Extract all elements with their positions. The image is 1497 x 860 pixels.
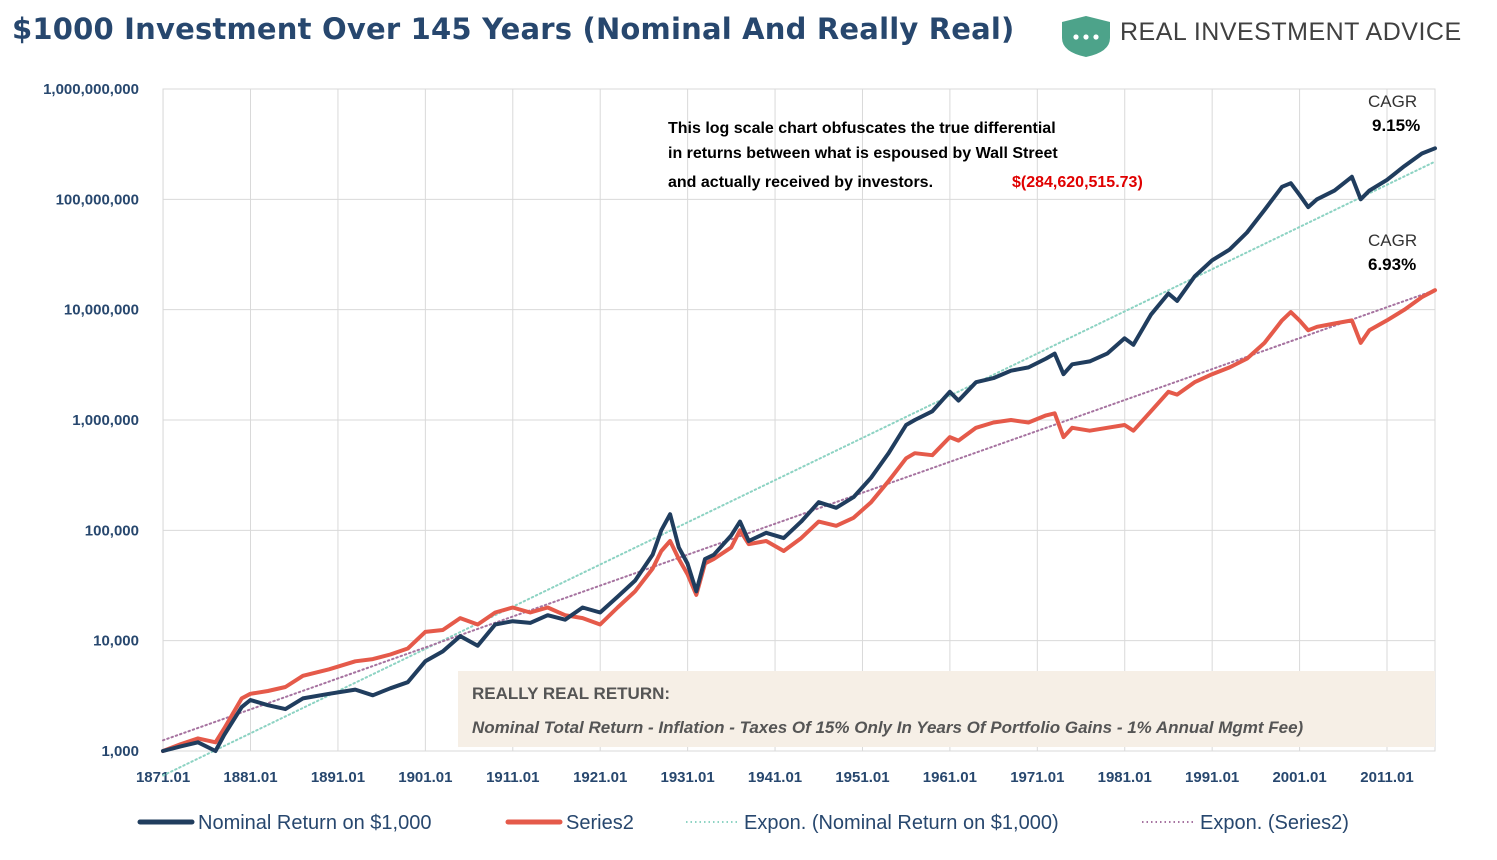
legend-label-expon-nominal: Expon. (Nominal Return on $1,000) bbox=[744, 812, 1059, 834]
y-tick-label: 1,000,000,000 bbox=[43, 81, 139, 98]
legend-label-series2: Series2 bbox=[566, 812, 634, 834]
x-tick-label: 2011.01 bbox=[1360, 769, 1413, 786]
annotation-line-2: in returns between what is espoused by W… bbox=[668, 145, 1058, 162]
x-tick-label: 1891.01 bbox=[311, 769, 365, 786]
x-tick-label: 1971.01 bbox=[1010, 769, 1064, 786]
series-layer bbox=[161, 146, 1437, 777]
x-tick-label: 1961.01 bbox=[923, 769, 977, 786]
x-tick-label: 1901.01 bbox=[398, 769, 452, 786]
brand-logo: REAL INVESTMENT ADVICE bbox=[1058, 14, 1478, 58]
x-tick-label: 2001.01 bbox=[1272, 769, 1326, 786]
x-tick-label: 1991.01 bbox=[1185, 769, 1239, 786]
x-tick-label: 1911.01 bbox=[486, 769, 539, 786]
trend-nominal-line bbox=[162, 160, 1436, 777]
x-axis-ticks: 1871.01 1881.01 1891.01 1901.01 1911.01 1921.… bbox=[136, 769, 1414, 786]
legend-label-nominal: Nominal Return on $1,000 bbox=[198, 812, 431, 834]
series-nominal-line bbox=[161, 146, 1437, 753]
difference-value: $(284,620,515.73) bbox=[1012, 174, 1143, 191]
cagr-label-real: CAGR bbox=[1368, 231, 1417, 250]
annotation-line-3: and actually received by investors. bbox=[668, 174, 933, 191]
x-tick-label: 1881.01 bbox=[223, 769, 277, 786]
y-tick-label: 100,000 bbox=[85, 522, 139, 539]
y-tick-label: 10,000 bbox=[93, 633, 139, 650]
series-real-line bbox=[161, 288, 1437, 753]
cagr-label-nominal: CAGR bbox=[1368, 92, 1417, 111]
brand-shield-icon bbox=[1062, 16, 1110, 57]
brand-name: REAL INVESTMENT ADVICE bbox=[1120, 18, 1462, 46]
x-tick-label: 1951.01 bbox=[835, 769, 889, 786]
trend-real-line bbox=[162, 289, 1436, 742]
y-tick-label: 100,000,000 bbox=[56, 191, 139, 208]
legend-label-expon-series2: Expon. (Series2) bbox=[1200, 812, 1349, 834]
cagr-value-real: 6.93% bbox=[1368, 255, 1416, 274]
x-tick-label: 1921.01 bbox=[573, 769, 627, 786]
y-tick-label: 1,000,000 bbox=[72, 412, 139, 429]
x-tick-label: 1941.01 bbox=[748, 769, 802, 786]
annotation-line-1: This log scale chart obfuscates the true… bbox=[668, 120, 1056, 137]
x-tick-label: 1871.01 bbox=[136, 769, 190, 786]
y-axis-ticks: 1,000 10,000 100,000 1,000,000 10,000,000 100… bbox=[43, 81, 139, 760]
x-tick-label: 1981.01 bbox=[1098, 769, 1152, 786]
explanation-box bbox=[458, 671, 1435, 747]
explanation-box-text: Nominal Total Return - Inflation - Taxes… bbox=[472, 718, 1304, 737]
x-tick-label: 1931.01 bbox=[661, 769, 715, 786]
legend: Nominal Return on $1,000 Series2 Expon. … bbox=[137, 812, 1349, 834]
chart-title: $1000 Investment Over 145 Years (Nominal… bbox=[12, 12, 1015, 46]
y-tick-label: 10,000,000 bbox=[64, 302, 139, 319]
y-tick-label: 1,000 bbox=[101, 743, 139, 760]
explanation-box-title: REALLY REAL RETURN: bbox=[472, 684, 670, 703]
cagr-value-nominal: 9.15% bbox=[1372, 116, 1420, 135]
chart-grid bbox=[162, 88, 1436, 752]
